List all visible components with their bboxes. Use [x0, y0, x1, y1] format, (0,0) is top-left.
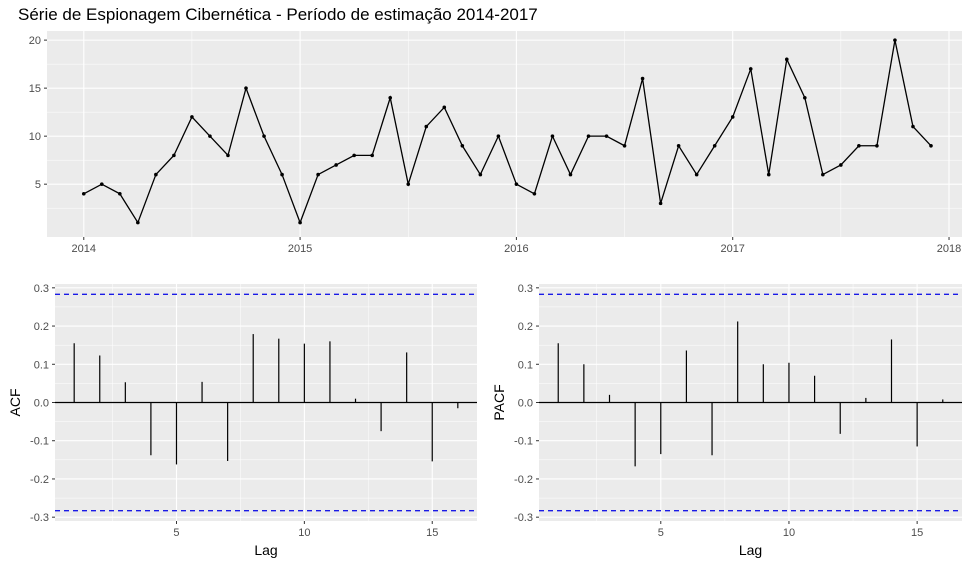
- acf-y-tick-label: 0.0: [34, 398, 49, 410]
- plot-background: [47, 31, 962, 237]
- data-point: [604, 134, 609, 138]
- data-point: [406, 182, 411, 186]
- data-point: [694, 172, 699, 177]
- data-point: [640, 76, 645, 81]
- data-point: [730, 115, 735, 119]
- data-point: [532, 191, 537, 196]
- data-point: [712, 143, 717, 148]
- pacf-y-tick-label: 0.2: [518, 321, 533, 333]
- data-point: [550, 134, 555, 138]
- pacf-y-tick-label: 0.1: [518, 359, 533, 371]
- data-point: [929, 143, 933, 148]
- data-point: [298, 220, 302, 225]
- data-point: [496, 134, 501, 138]
- acf-y-tick-label: 0.3: [34, 283, 49, 295]
- pacf-y-tick-label: 0.0: [518, 398, 533, 410]
- data-point: [226, 153, 230, 158]
- x-tick-label: 2016: [504, 243, 528, 255]
- data-point: [586, 134, 591, 138]
- pacf-y-tick-label: -0.2: [514, 474, 533, 486]
- pacf-x-tick-label: 10: [783, 527, 795, 539]
- pacf-y-axis-title: PACF: [491, 384, 507, 420]
- pacf-x-tick-label: 15: [911, 527, 923, 539]
- main-title: Série de Espionagem Cibernética - Períod…: [18, 5, 538, 24]
- acf-x-tick-label: 5: [173, 527, 179, 539]
- data-point: [81, 191, 86, 196]
- data-point: [875, 143, 879, 148]
- y-tick-label: 15: [29, 83, 41, 95]
- pacf-y-tick-label: 0.3: [518, 283, 533, 295]
- data-point: [424, 124, 429, 129]
- data-point: [388, 95, 393, 100]
- time-series-panel: 5 10 15 20 2014 2015 2016 2017 2018: [29, 31, 962, 255]
- x-tick-label: 2017: [720, 243, 744, 255]
- data-point: [839, 163, 843, 167]
- data-point: [568, 172, 573, 177]
- acf-x-tick-label: 15: [426, 527, 438, 539]
- acf-y-tick-label: 0.1: [34, 359, 49, 371]
- data-point: [622, 143, 627, 148]
- data-point: [316, 172, 320, 177]
- acf-x-tick-label: 10: [298, 527, 310, 539]
- pacf-y-tick-label: -0.1: [514, 436, 533, 448]
- data-point: [784, 57, 789, 62]
- data-point: [244, 86, 248, 90]
- data-point: [803, 95, 807, 100]
- data-point: [190, 115, 194, 119]
- data-point: [821, 172, 825, 177]
- data-point: [514, 182, 519, 186]
- pacf-panel: -0.3 -0.2 -0.1 0.0 0.1 0.2 0.3 5 10 15 Lag PACF: [491, 283, 962, 558]
- data-point: [334, 163, 338, 167]
- acf-panel: -0.3 -0.2 -0.1 0.0 0.1 0.2 0.3 5 10 15 Lag ACF: [7, 283, 477, 558]
- data-point: [460, 143, 465, 148]
- data-point: [352, 153, 356, 158]
- data-point: [676, 143, 681, 148]
- x-tick-label: 2014: [72, 243, 96, 255]
- acf-y-tick-label: -0.2: [30, 474, 49, 486]
- data-point: [478, 172, 483, 177]
- data-point: [442, 105, 447, 110]
- acf-y-tick-label: 0.2: [34, 321, 49, 333]
- data-point: [748, 67, 753, 71]
- data-point: [911, 124, 915, 129]
- series-line: [83, 39, 932, 225]
- pacf-x-tick-label: 5: [658, 527, 664, 539]
- data-point: [766, 172, 771, 177]
- data-point: [893, 38, 897, 42]
- data-point: [99, 182, 104, 186]
- x-tick-label: 2018: [937, 243, 961, 255]
- data-point: [208, 134, 212, 138]
- data-point: [370, 153, 374, 158]
- data-point: [118, 191, 122, 196]
- acf-y-tick-label: -0.1: [30, 436, 49, 448]
- data-point: [262, 134, 266, 138]
- pacf-y-tick-label: -0.3: [514, 512, 533, 524]
- y-tick-label: 5: [35, 179, 41, 191]
- data-point: [857, 143, 861, 148]
- x-tick-label: 2015: [288, 243, 312, 255]
- acf-y-axis-title: ACF: [7, 389, 23, 417]
- data-point: [136, 220, 140, 225]
- y-tick-label: 10: [29, 131, 41, 143]
- acf-y-tick-label: -0.3: [30, 512, 49, 524]
- data-point: [658, 201, 663, 206]
- data-point: [280, 172, 284, 177]
- acf-x-axis-title: Lag: [254, 542, 277, 558]
- data-point: [154, 172, 158, 177]
- data-point: [172, 153, 176, 158]
- y-tick-label: 20: [29, 35, 41, 47]
- pacf-x-axis-title: Lag: [739, 542, 762, 558]
